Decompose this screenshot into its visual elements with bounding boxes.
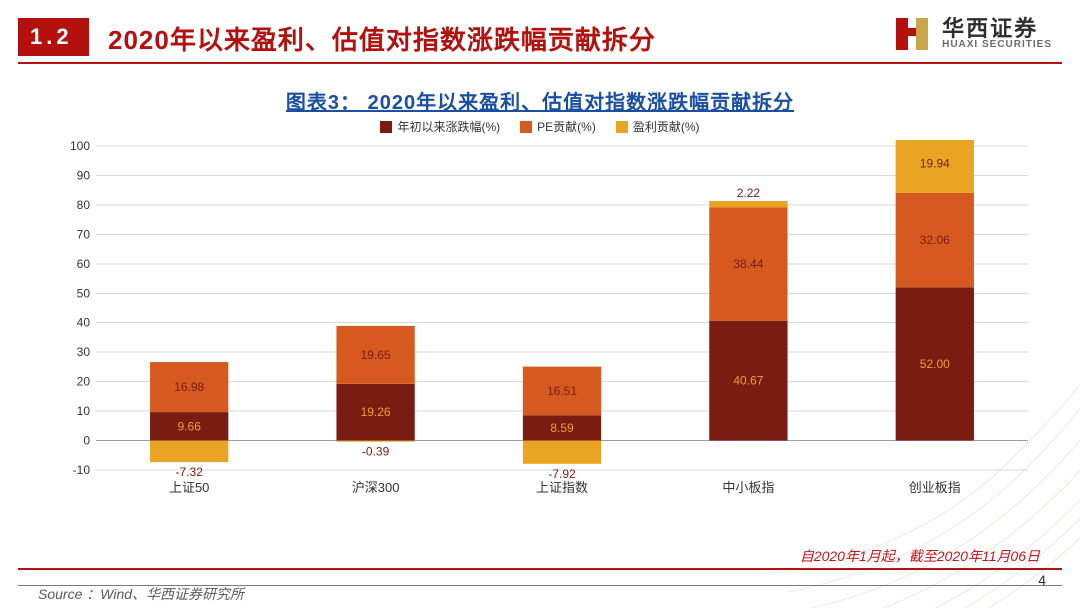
svg-text:52.00: 52.00	[920, 357, 950, 371]
legend-label: PE贡献(%)	[537, 118, 596, 135]
svg-text:9.66: 9.66	[178, 419, 202, 433]
svg-text:19.26: 19.26	[361, 405, 391, 419]
svg-text:32.06: 32.06	[920, 233, 950, 247]
brand-logo: 华西证券 HUAXI SECURITIES	[892, 14, 1052, 54]
svg-text:2.22: 2.22	[737, 186, 761, 200]
svg-text:19.65: 19.65	[361, 348, 391, 362]
slide-title: 2020年以来盈利、估值对指数涨跌幅贡献拆分	[108, 20, 656, 57]
chart-plot: -1001020304050607080901009.6616.98-7.32上…	[68, 140, 1038, 510]
chart-svg: -1001020304050607080901009.6616.98-7.32上…	[68, 140, 1038, 510]
legend-label: 盈利贡献(%)	[633, 118, 700, 135]
svg-text:-0.39: -0.39	[362, 445, 390, 459]
slide-root: 1.2 2020年以来盈利、估值对指数涨跌幅贡献拆分 华西证券 HUAXI SE…	[0, 0, 1080, 608]
svg-text:8.59: 8.59	[550, 421, 574, 435]
svg-text:40.67: 40.67	[733, 374, 763, 388]
svg-text:创业板指: 创业板指	[909, 480, 961, 495]
legend-item: 年初以来涨跌幅(%)	[380, 118, 500, 135]
logo-en: HUAXI SECURITIES	[942, 40, 1052, 51]
legend-item: PE贡献(%)	[520, 118, 596, 135]
date-note: 自2020年1月起，截至2020年11月06日	[800, 546, 1040, 566]
footer-rule-thick	[18, 568, 1062, 570]
legend-swatch	[616, 121, 628, 133]
legend-item: 盈利贡献(%)	[616, 118, 700, 135]
svg-text:19.94: 19.94	[920, 157, 950, 171]
svg-text:70: 70	[77, 227, 91, 241]
svg-text:上证指数: 上证指数	[536, 480, 588, 495]
svg-text:16.51: 16.51	[547, 384, 577, 398]
legend-swatch	[520, 121, 532, 133]
svg-text:上证50: 上证50	[169, 480, 209, 495]
chart-legend: 年初以来涨跌幅(%) PE贡献(%) 盈利贡献(%)	[0, 118, 1080, 136]
legend-label: 年初以来涨跌幅(%)	[397, 118, 500, 135]
logo-cn: 华西证券	[942, 17, 1052, 40]
svg-text:38.44: 38.44	[733, 257, 763, 271]
svg-text:10: 10	[77, 404, 91, 418]
svg-text:60: 60	[77, 257, 91, 271]
logo-text: 华西证券 HUAXI SECURITIES	[942, 17, 1052, 51]
svg-text:0: 0	[83, 434, 90, 448]
header-rule	[18, 62, 1062, 64]
svg-text:沪深300: 沪深300	[352, 480, 400, 495]
svg-text:80: 80	[77, 198, 91, 212]
svg-text:100: 100	[70, 140, 90, 153]
section-badge: 1.2	[18, 18, 89, 56]
svg-text:40: 40	[77, 316, 91, 330]
svg-text:中小板指: 中小板指	[722, 480, 774, 495]
svg-text:-10: -10	[73, 463, 91, 477]
page-number: 4	[1038, 572, 1046, 588]
logo-mark-icon	[892, 14, 932, 54]
svg-text:90: 90	[77, 168, 91, 182]
legend-swatch	[380, 121, 392, 133]
svg-text:20: 20	[77, 375, 91, 389]
svg-text:-7.32: -7.32	[176, 465, 204, 479]
svg-text:-7.92: -7.92	[548, 467, 576, 481]
svg-text:50: 50	[77, 286, 91, 300]
chart-title: 图表3： 2020年以来盈利、估值对指数涨跌幅贡献拆分	[0, 86, 1080, 115]
svg-text:30: 30	[77, 345, 91, 359]
source-text: Source ：Wind、华西证券研究所	[38, 584, 244, 604]
svg-text:16.98: 16.98	[174, 380, 204, 394]
